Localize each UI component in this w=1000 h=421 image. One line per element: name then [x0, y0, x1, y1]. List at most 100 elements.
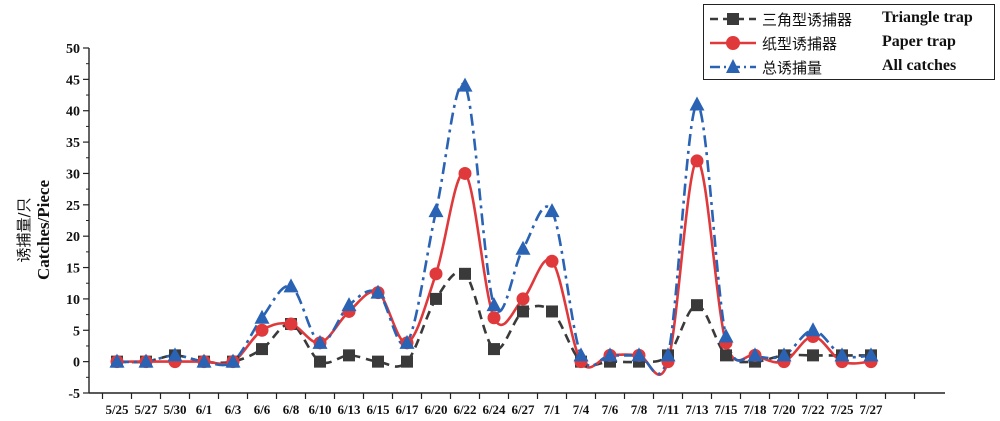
data-point-square [517, 305, 529, 318]
data-point-circle [284, 317, 298, 331]
x-tick-label: 7/25 [830, 402, 854, 417]
y-tick-label: 15 [66, 262, 80, 277]
legend: 三角型诱捕器 Triangle trap 纸型诱捕器 Paper trap 总诱… [703, 4, 995, 80]
y-tick-label: 5 [73, 324, 80, 339]
x-tick-label: 6/24 [482, 402, 506, 417]
x-tick-label: 5/27 [134, 402, 158, 417]
x-tick-label: 6/22 [453, 402, 476, 417]
x-tick-label: 6/6 [254, 402, 271, 417]
legend-symbol-triangle-dashdot [710, 59, 756, 73]
legend-item-paper-trap: 纸型诱捕器 Paper trap [704, 31, 994, 55]
data-point-circle [487, 311, 501, 325]
series-curves [116, 82, 872, 377]
data-point-triangle [428, 203, 444, 218]
data-point-square [807, 349, 819, 362]
y-tick-label: 30 [66, 167, 80, 182]
x-tick-label: 7/20 [772, 402, 795, 417]
x-tick-label: 6/10 [308, 402, 331, 417]
x-tick-label: 7/22 [801, 402, 824, 417]
data-point-triangle [863, 347, 879, 362]
data-point-circle [255, 323, 269, 337]
data-point-triangle [196, 353, 212, 368]
data-point-square [256, 343, 268, 356]
x-tick-label: 6/27 [511, 402, 535, 417]
y-tick-label: 10 [66, 293, 80, 308]
data-point-triangle [718, 328, 734, 343]
y-tick-label: 25 [66, 199, 80, 214]
data-point-triangle [486, 297, 502, 312]
x-tick-label: 6/1 [196, 402, 213, 417]
x-tick-label: 7/6 [602, 402, 619, 417]
series-line-0 [116, 270, 871, 368]
data-point-triangle [834, 347, 850, 362]
data-point-triangle [341, 297, 357, 312]
data-point-square [546, 305, 558, 318]
data-point-square [343, 349, 355, 362]
data-point-circle [545, 254, 559, 268]
legend-item-all-catches: 总诱捕量 All catches [704, 55, 994, 79]
legend-label-english: Paper trap [882, 33, 956, 50]
data-point-square [314, 355, 326, 368]
y-tick-label: 45 [66, 73, 80, 88]
data-point-triangle [167, 347, 183, 362]
data-point-square [691, 299, 703, 312]
data-point-triangle [602, 347, 618, 362]
x-tick-label: 5/25 [105, 402, 129, 417]
y-tick-label: 40 [66, 105, 80, 120]
data-point-triangle [515, 240, 531, 255]
data-point-triangle [283, 278, 299, 293]
data-point-circle [458, 166, 472, 180]
legend-label-english: All catches [882, 57, 957, 74]
x-tick-label: 7/18 [743, 402, 767, 417]
y-tick-label: -5 [68, 387, 80, 402]
data-point-circle [516, 292, 530, 306]
legend-item-triangle-trap: 三角型诱捕器 Triangle trap [704, 7, 994, 31]
y-tick-label: 20 [66, 230, 80, 245]
x-tick-label: 7/13 [685, 402, 709, 417]
legend-label-english: Triangle trap [882, 9, 973, 26]
data-point-triangle [573, 347, 589, 362]
data-point-triangle [747, 347, 763, 362]
data-point-square [430, 292, 442, 305]
data-point-triangle [805, 322, 821, 337]
data-point-triangle [138, 353, 154, 368]
data-point-square [459, 267, 471, 280]
legend-symbol-circle-solid [710, 36, 756, 50]
x-tick-label: 6/15 [366, 402, 390, 417]
data-point-square [401, 355, 413, 368]
data-point-circle [690, 154, 704, 168]
x-tick-label: 7/8 [631, 402, 648, 417]
data-point-triangle [776, 347, 792, 362]
x-tick-label: 7/11 [657, 402, 679, 417]
data-point-triangle [660, 347, 676, 362]
x-tick-label: 7/1 [544, 402, 561, 417]
series-line-2 [116, 82, 872, 376]
x-tick-label: 6/20 [424, 402, 447, 417]
y-tick-label: 0 [73, 356, 80, 371]
x-tick-label: 6/3 [225, 402, 242, 417]
data-point-triangle [370, 284, 386, 299]
data-point-triangle [109, 353, 125, 368]
data-point-triangle [312, 334, 328, 349]
data-point-square [720, 349, 732, 362]
data-point-triangle [457, 77, 473, 92]
data-point-circle [429, 267, 443, 281]
x-tick-label: 7/27 [859, 402, 883, 417]
legend-symbol-square-dash [710, 13, 756, 25]
x-tick-label: 7/4 [573, 402, 590, 417]
legend-label-chinese: 三角型诱捕器 [762, 11, 853, 29]
data-point-square [488, 343, 500, 356]
data-point-triangle [544, 203, 560, 218]
x-tick-label: 5/30 [163, 402, 186, 417]
x-tick-label: 7/15 [714, 402, 738, 417]
axes: -5 0 5 10 15 20 25 30 35 40 45 50 5/25 5/27 5/30 6/1 6/3… [66, 42, 945, 417]
data-point-triangle [254, 309, 270, 324]
y-tick-label: 50 [66, 42, 80, 57]
legend-label-chinese: 总诱捕量 [762, 59, 823, 77]
x-tick-label: 6/17 [395, 402, 419, 417]
x-tick-label: 6/8 [283, 402, 300, 417]
data-point-triangle [689, 96, 705, 111]
data-point-square [372, 355, 384, 368]
series-line-1 [116, 159, 872, 377]
